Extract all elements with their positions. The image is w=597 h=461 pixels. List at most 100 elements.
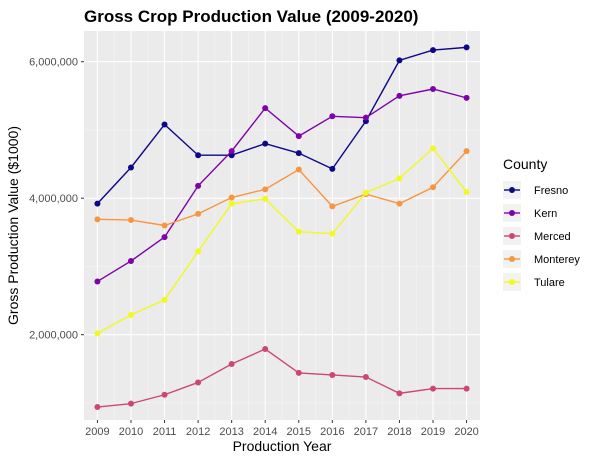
data-point [329,165,336,172]
data-point [127,164,134,171]
series-line-monterey [97,150,468,227]
x-tick-label: 2013 [219,426,243,438]
data-point [161,121,168,128]
legend-key-point [509,210,515,216]
legend-key-point [509,256,515,262]
data-point [262,186,269,193]
y-tick-label: 2,000,000 [29,330,78,342]
data-point [396,57,403,64]
data-point [94,216,101,223]
data-point [262,346,269,353]
data-point [195,379,202,386]
data-point [161,222,168,229]
x-tick-label: 2016 [320,426,344,438]
data-point [430,385,437,392]
series-tulare [94,145,470,337]
legend: County Fresno Kern Merced Monterey Tulare [503,156,580,291]
data-point [262,105,269,112]
data-point [195,210,202,217]
series-layer [94,44,470,411]
data-point [195,152,202,159]
y-axis-title: Gross Production Value ($1000) [5,126,21,325]
x-axis-ticks: 2009 2010 2011 2012 2013 2014 2015 2016 2017 2018… [85,420,479,438]
legend-item-merced: Merced [503,227,571,245]
data-point [396,175,403,182]
legend-label: Monterey [534,254,580,266]
data-point [329,371,336,378]
chart-title: Gross Crop Production Value (2009-2020) [84,7,418,26]
x-tick-label: 2009 [85,426,109,438]
x-tick-label: 2012 [186,426,210,438]
data-point [94,404,101,411]
data-point [228,200,235,207]
data-point [329,113,336,120]
legend-item-fresno: Fresno [503,181,568,199]
data-point [430,145,437,152]
data-point [362,189,369,196]
series-line-kern [97,88,467,283]
data-point [463,189,470,196]
legend-item-tulare: Tulare [503,273,565,291]
data-point [463,385,470,392]
x-tick-label: 2018 [387,426,411,438]
series-line-fresno [96,46,467,205]
data-point [463,44,470,51]
x-axis-title: Production Year [233,438,332,454]
data-point [396,200,403,207]
data-point [362,374,369,381]
x-tick-label: 2017 [354,426,378,438]
data-point [228,361,235,368]
data-point [94,330,101,337]
legend-item-kern: Kern [503,204,557,222]
data-point [430,86,437,93]
legend-key-point [509,279,515,285]
legend-label: Tulare [534,277,565,289]
data-point [262,140,269,147]
data-point [396,390,403,397]
data-point [295,150,302,157]
legend-key-point [509,233,515,239]
data-point [127,257,134,264]
data-point [127,311,134,318]
data-point [295,228,302,235]
data-point [463,94,470,101]
y-axis-ticks: 2,000,000 4,000,000 6,000,000 [29,57,84,342]
data-point [463,148,470,155]
series-kern [94,86,470,285]
series-line-merced [97,348,467,408]
data-point [228,148,235,155]
data-point [94,200,101,207]
legend-label: Kern [534,208,557,220]
legend-item-monterey: Monterey [503,250,580,268]
minor-gridlines [84,31,480,420]
data-point [396,92,403,99]
data-point [161,234,168,241]
data-point [228,194,235,201]
data-point [195,248,202,255]
data-point [329,203,336,210]
series-merced [94,346,470,411]
legend-label: Merced [534,231,571,243]
y-tick-label: 4,000,000 [29,193,78,205]
x-tick-label: 2011 [153,426,177,438]
data-point [329,230,336,237]
data-point [94,278,101,285]
data-point [161,296,168,303]
legend-title: County [503,156,547,172]
y-tick-label: 6,000,000 [29,57,78,69]
data-point [362,114,369,121]
data-point [295,369,302,376]
x-tick-label: 2015 [287,426,311,438]
x-tick-label: 2014 [253,426,277,438]
data-point [161,391,168,398]
data-point [295,133,302,140]
series-line-tulare [97,147,468,334]
legend-key-point [509,187,515,193]
data-point [262,195,269,202]
data-point [127,217,134,224]
x-tick-label: 2010 [119,426,143,438]
legend-label: Fresno [534,185,568,197]
x-tick-label: 2019 [421,426,445,438]
data-point [295,166,302,173]
